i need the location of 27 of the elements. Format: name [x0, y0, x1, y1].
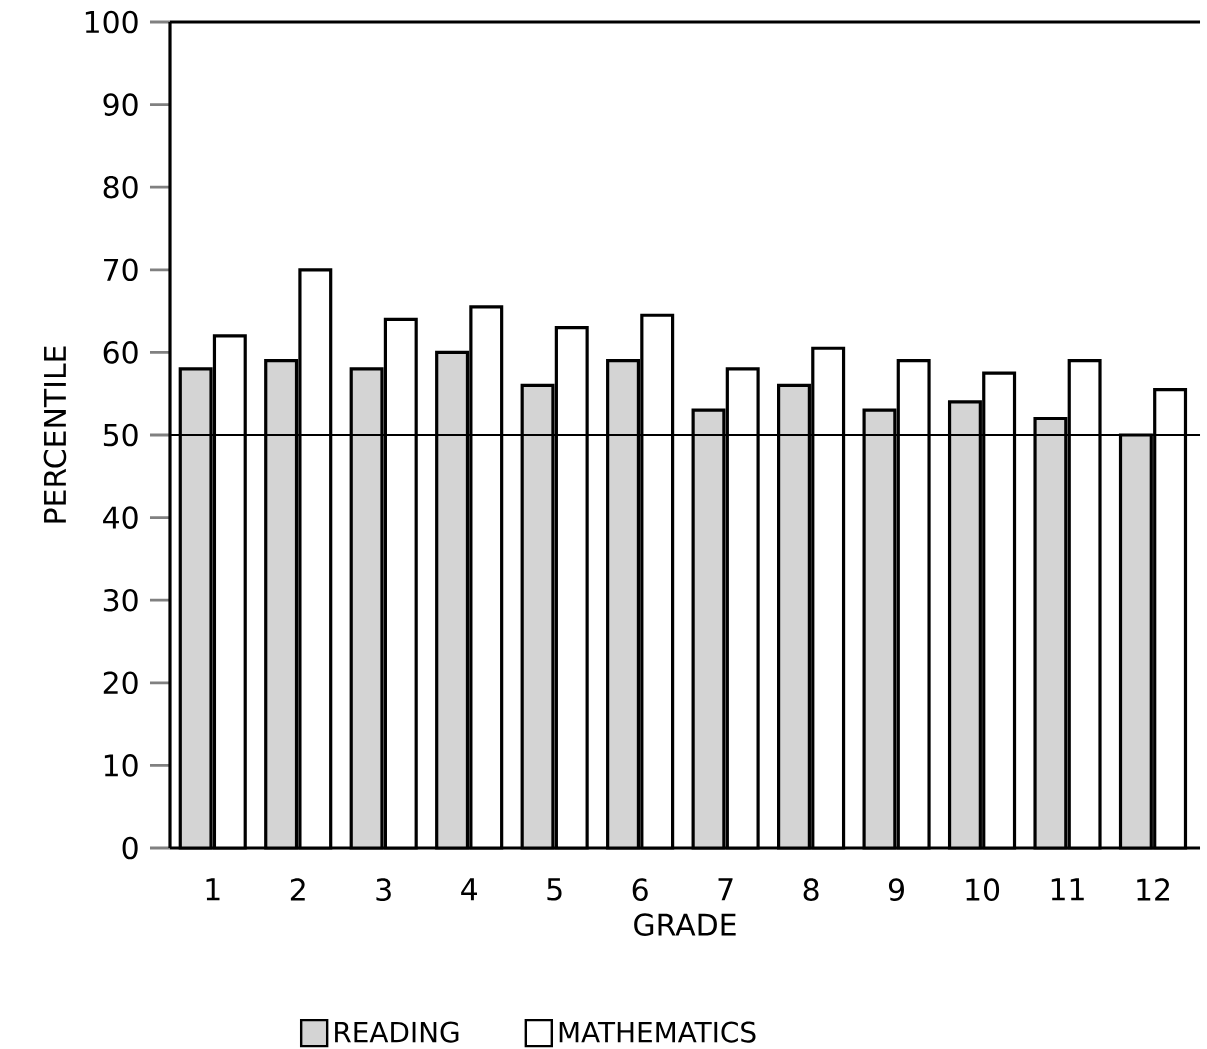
x-tick-label: 9	[888, 878, 904, 901]
y-tick-label: 80	[103, 175, 138, 199]
x-tick-label: 2	[290, 878, 305, 901]
y-tick-label: 100	[85, 10, 138, 34]
x-tick-label: 6	[632, 878, 648, 901]
x-tick-label: 10	[966, 878, 1000, 901]
y-tick-label: 0	[122, 836, 138, 860]
x-tick-label: 4	[461, 878, 478, 901]
x-tick-label: 8	[803, 878, 819, 901]
y-tick-label: 90	[103, 93, 138, 116]
y-tick-label: 70	[104, 258, 138, 282]
y-tick-label: 50	[103, 423, 138, 447]
y-axis-title: PERCENTILE	[43, 346, 67, 523]
x-tick-label: 12	[1137, 878, 1170, 901]
x-tick-label: 7	[718, 878, 733, 901]
y-tick-label: 60	[103, 341, 138, 364]
legend-label: MATHEMATICS	[559, 1021, 756, 1043]
x-tick-label: 1	[206, 878, 220, 901]
x-axis-title: GRADE	[634, 913, 736, 936]
y-tick-label: 10	[104, 754, 138, 777]
y-tick-label: 40	[103, 506, 138, 529]
y-tick-label: 20	[103, 671, 138, 695]
x-tick-label: 3	[376, 878, 391, 901]
legend-label: READING	[335, 1021, 459, 1043]
x-tick-label: 5	[547, 878, 562, 901]
y-tick-label: 30	[103, 588, 138, 612]
x-tick-label: 11	[1051, 878, 1084, 901]
